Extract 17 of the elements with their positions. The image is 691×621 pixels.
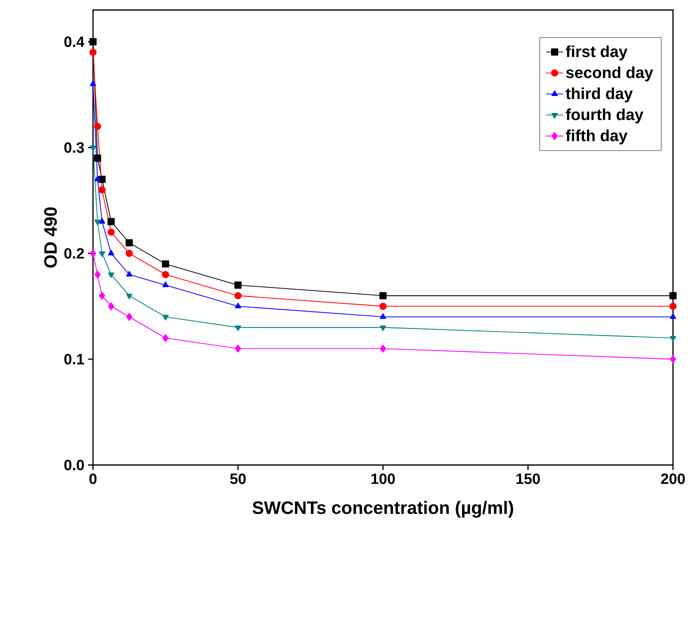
x-tick-label: 200 [661,474,685,484]
y-tick-label: 0.3 [64,142,84,153]
y-tick-label: 0.0 [64,460,84,470]
y-tick-label: 0.2 [64,248,84,259]
legend-label: third day [566,88,633,102]
x-axis-title: SWCNTs concentration (µg/ml) [252,500,514,518]
legend-label: second day [566,66,654,82]
y-axis-title: OD 490 [44,207,57,268]
x-tick-label: 150 [516,474,540,484]
y-tick-label: 0.4 [64,36,84,48]
x-tick-label: 0 [89,474,97,484]
y-tick-label: 0.1 [64,354,84,364]
legend-label: fifth day [566,130,628,144]
x-tick-label: 100 [371,474,395,484]
legend-label: first day [566,45,628,60]
x-tick-label: 50 [230,474,246,484]
legend-label: fourth day [566,108,644,124]
